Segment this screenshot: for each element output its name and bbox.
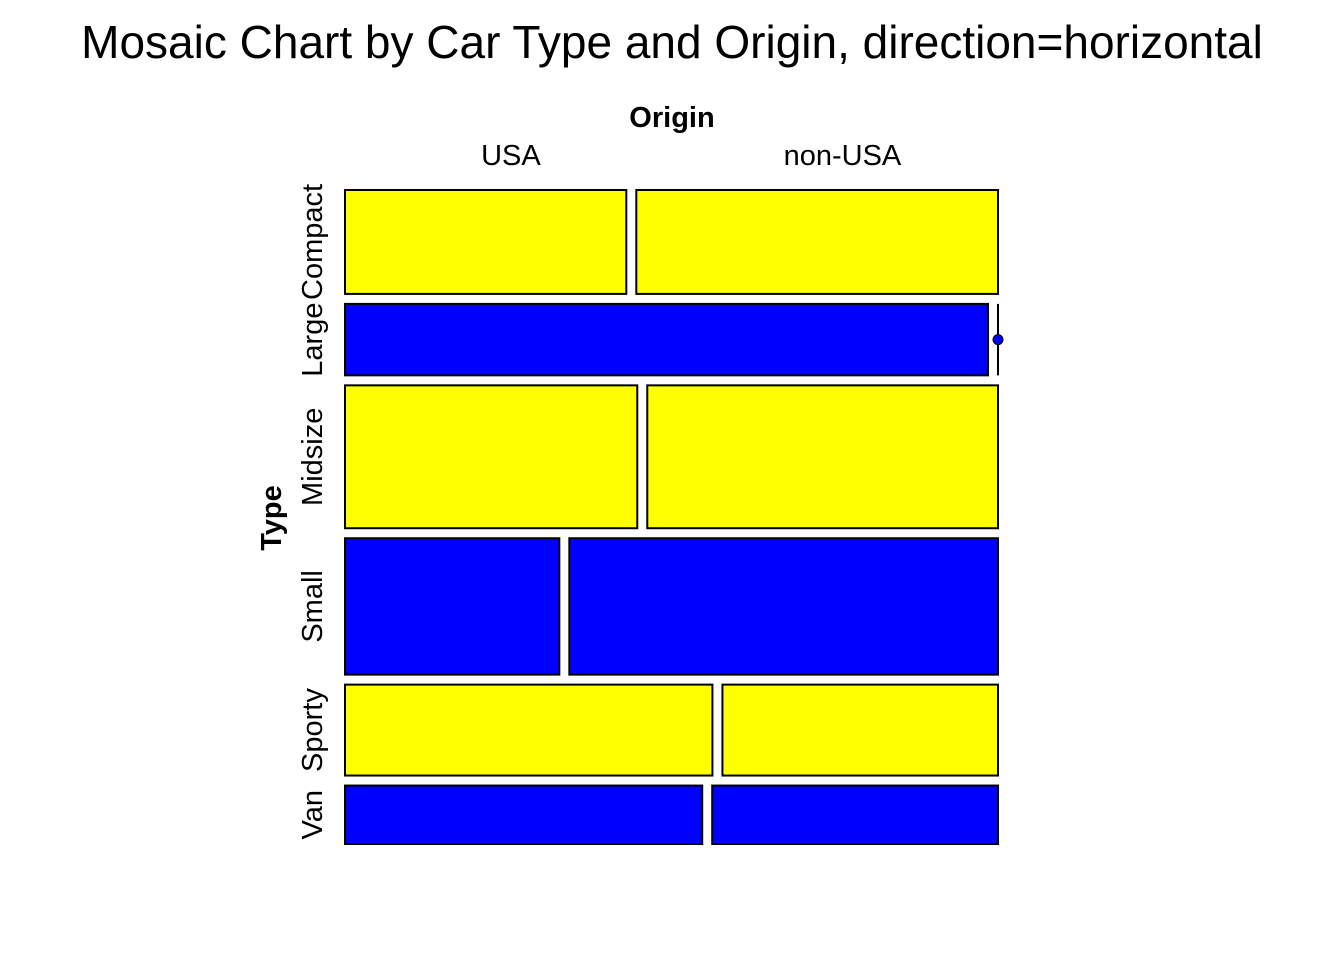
tile-compact-usa [344, 189, 628, 295]
y-tick-label-midsize: Midsize [297, 408, 329, 506]
empty-tile-marker-large-non-usa [992, 334, 1004, 346]
x-tick-label-non-usa: non-USA [784, 140, 902, 172]
tile-small-usa [344, 537, 561, 676]
x-tick-labels: USA non-USA [481, 140, 902, 172]
tile-compact-non-usa [635, 189, 999, 295]
x-tick-label-usa: USA [481, 140, 541, 172]
tile-small-non-usa [568, 537, 1000, 676]
x-axis-title: Origin [629, 102, 714, 134]
tile-van-non-usa [711, 784, 999, 845]
y-tick-label-compact: Compact [297, 184, 329, 300]
tile-large-usa [344, 302, 989, 377]
tile-van-usa [344, 784, 704, 845]
y-axis-title: Type [256, 485, 288, 551]
y-tick-label-van: Van [297, 790, 329, 839]
chart-title: Mosaic Chart by Car Type and Origin, dir… [81, 16, 1263, 68]
y-tick-label-sporty: Sporty [297, 688, 329, 772]
tile-sporty-usa [344, 683, 714, 777]
tile-midsize-usa [344, 384, 639, 530]
mosaic-tiles [344, 189, 1004, 845]
y-tick-label-large: Large [297, 303, 329, 377]
y-tick-label-small: Small [297, 570, 329, 643]
tile-sporty-non-usa [721, 683, 999, 777]
tile-midsize-non-usa [646, 384, 1000, 530]
